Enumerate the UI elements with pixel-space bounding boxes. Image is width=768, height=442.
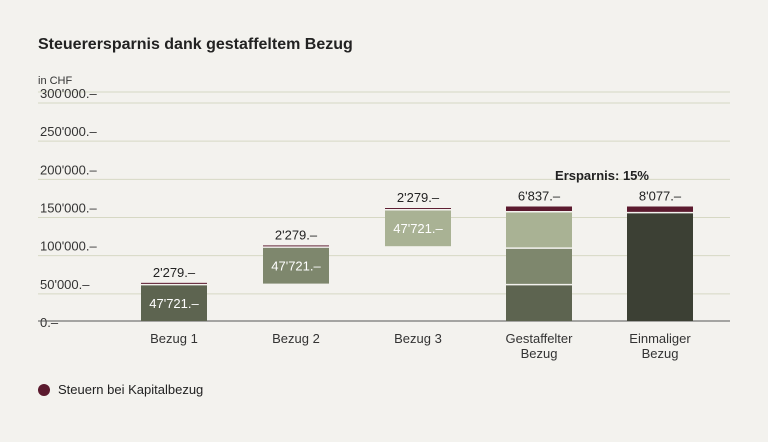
tax-value-label: 2'279.– bbox=[153, 265, 196, 280]
y-tick-label: 50'000.– bbox=[40, 277, 90, 292]
tax-value-label: 2'279.– bbox=[275, 227, 318, 242]
bar-value-label: 47'721.– bbox=[393, 221, 443, 236]
y-tick-label: 150'000.– bbox=[40, 201, 97, 216]
legend-label-taxes: Steuern bei Kapitalbezug bbox=[58, 382, 204, 397]
tax-segment bbox=[506, 206, 572, 212]
bar-value-label: 47'721.– bbox=[149, 296, 199, 311]
x-tick-label: Bezug 2 bbox=[272, 331, 320, 346]
bar-segment bbox=[141, 284, 207, 321]
y-tick-label: 200'000.– bbox=[40, 162, 97, 177]
y-tick-label: 250'000.– bbox=[40, 124, 97, 139]
chart-title: Steuerersparnis dank gestaffeltem Bezug bbox=[38, 36, 353, 53]
bar-segment bbox=[627, 212, 693, 321]
bar-segment bbox=[506, 248, 572, 285]
y-tick-label: 100'000.– bbox=[40, 239, 97, 254]
tax-value-label: 6'837.– bbox=[518, 189, 561, 204]
tax-value-label: 8'077.– bbox=[639, 189, 682, 204]
savings-annotation: Ersparnis: 15% bbox=[555, 168, 649, 183]
tax-value-label: 2'279.– bbox=[397, 190, 440, 205]
tax-segment bbox=[627, 206, 693, 213]
x-tick-label: Bezug 3 bbox=[394, 331, 442, 346]
y-tick-label: 300'000.– bbox=[40, 86, 97, 101]
bar-segment bbox=[506, 284, 572, 321]
bar-segment bbox=[385, 209, 451, 247]
x-tick-label: Einmaliger bbox=[629, 331, 691, 346]
bar-value-label: 47'721.– bbox=[271, 258, 321, 273]
y-axis-unit: in CHF bbox=[38, 75, 73, 87]
x-tick-label: Bezug 1 bbox=[150, 331, 198, 346]
legend-swatch-taxes bbox=[38, 383, 50, 396]
x-tick-label: Bezug bbox=[642, 346, 679, 361]
bar-segment bbox=[263, 247, 329, 284]
x-tick-label: Bezug bbox=[521, 346, 558, 361]
x-tick-label: Gestaffelter bbox=[506, 331, 574, 346]
legend: Steuern bei Kapitalbezug bbox=[38, 382, 203, 397]
y-tick-label: 0.– bbox=[40, 315, 59, 330]
bar-segment bbox=[506, 211, 572, 249]
